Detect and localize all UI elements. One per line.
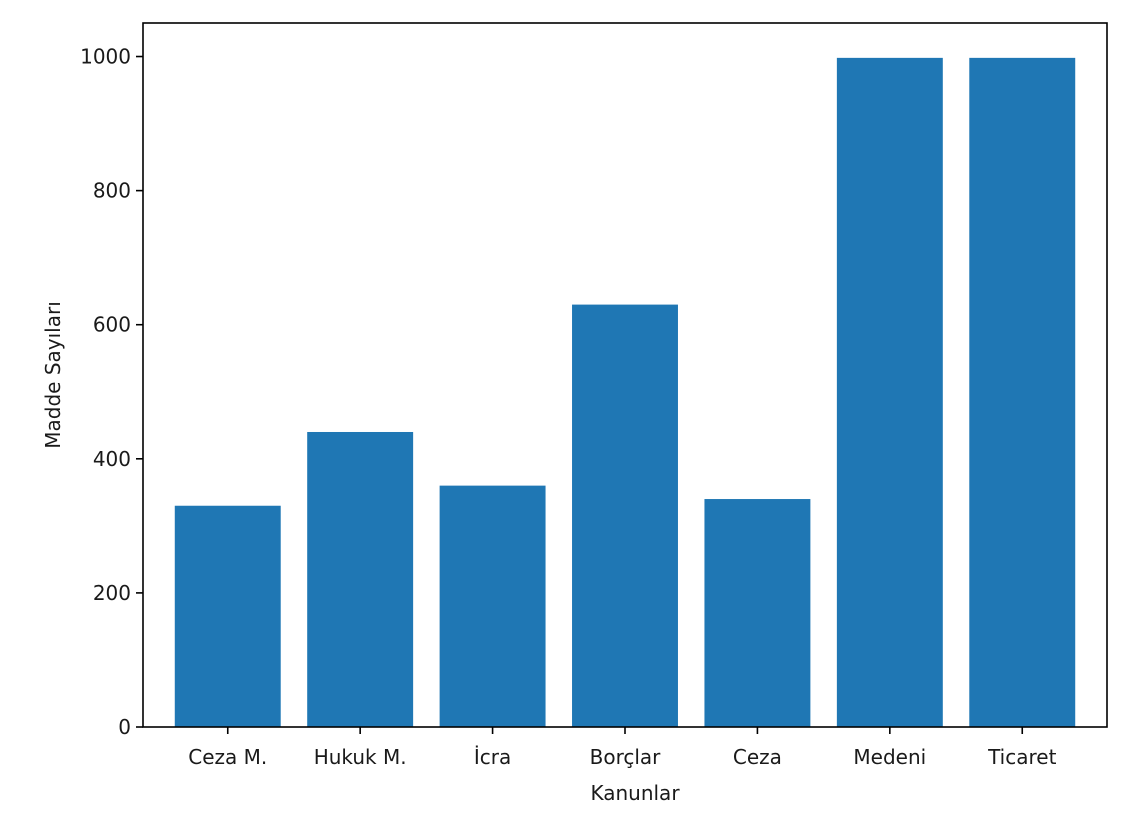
x-axis-label: Kanunlar — [590, 781, 680, 805]
bar-0 — [174, 505, 281, 727]
bar-4 — [704, 499, 811, 727]
y-tick-label: 1000 — [80, 45, 131, 69]
x-axis-ticks: Ceza M. Hukuk M. İcra Borçlar Ceza Medeni Tica… — [188, 727, 1057, 769]
x-tick-label: İcra — [474, 745, 511, 769]
y-tick-label: 600 — [93, 313, 131, 337]
y-tick-label: 800 — [93, 179, 131, 203]
y-axis-ticks: 0 200 400 600 800 1000 — [80, 45, 143, 739]
y-tick-label: 200 — [93, 581, 131, 605]
plot-area-frame — [142, 22, 1108, 728]
bar-6 — [969, 57, 1076, 728]
x-tick-label: Hukuk M. — [314, 745, 407, 769]
bar-1 — [307, 431, 414, 727]
x-tick-label: Borçlar — [590, 745, 662, 769]
x-tick-label: Medeni — [853, 745, 926, 769]
y-tick-label: 0 — [118, 715, 131, 739]
bar-5 — [836, 57, 943, 728]
bar-3 — [572, 304, 678, 727]
y-tick-label: 400 — [93, 447, 131, 471]
x-tick-label: Ceza M. — [188, 745, 267, 769]
x-tick-label: Ticaret — [987, 745, 1056, 769]
y-axis-label: Madde Sayıları — [41, 301, 65, 449]
bar-2 — [439, 485, 546, 727]
x-tick-label: Ceza — [733, 745, 782, 769]
bars-group — [174, 57, 1076, 728]
